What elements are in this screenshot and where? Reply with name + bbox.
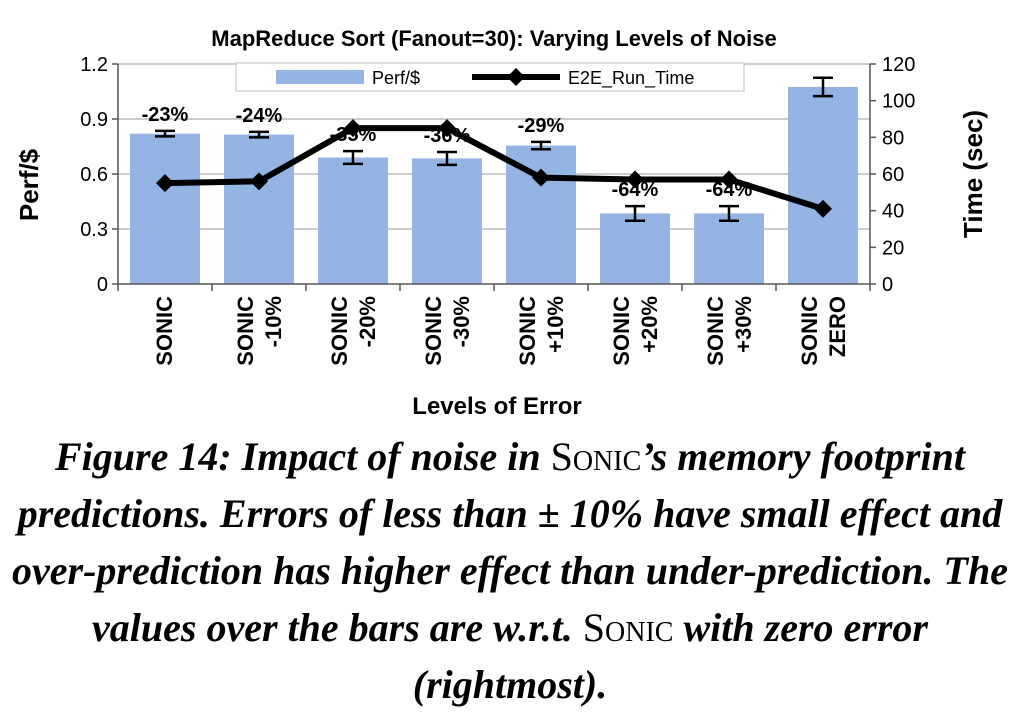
bar: [788, 86, 858, 285]
y2-tick-label: 80: [882, 127, 904, 149]
bar: [600, 213, 670, 284]
legend-swatch-perf: [276, 70, 364, 84]
y-tick-label: 0: [97, 274, 108, 296]
y-tick-label: 1.2: [80, 54, 108, 76]
x-tick-label-line: -20%: [355, 296, 380, 347]
y2-tick-label: 40: [882, 201, 904, 223]
error-bars: [155, 76, 833, 222]
caption-sonic-1: Sonic: [550, 434, 642, 479]
x-tick-label: SONIC +20%: [609, 296, 662, 366]
x-tick-label-line: SONIC: [421, 296, 446, 366]
bar-data-label: -23%: [142, 104, 189, 126]
x-tick-label-line: SONIC: [327, 296, 352, 366]
x-tick-label: SONIC -10%: [233, 296, 286, 366]
bar-data-label: -64%: [612, 179, 659, 201]
run-time-point: [626, 170, 644, 189]
x-tick-label-line: SONIC: [152, 296, 177, 366]
run-time-point: [250, 172, 268, 191]
caption-text-1: Figure 14: Impact of noise in: [55, 434, 551, 479]
x-tick-label-line: +20%: [637, 296, 662, 353]
y-tick-label: 0.9: [80, 109, 108, 131]
run-time-polyline: [164, 125, 824, 212]
y2-tick-label: 60: [882, 164, 904, 186]
y2-tick-label: 20: [882, 237, 904, 259]
run-time-point: [720, 170, 738, 189]
run-time-line: [156, 119, 832, 218]
legend-label-runtime: E2E_Run_Time: [568, 68, 694, 89]
x-tick-label: SONIC +10%: [515, 296, 568, 366]
caption-text-3: with zero error (rightmost).: [412, 605, 928, 707]
x-tick-label: SONIC ZERO: [797, 296, 850, 366]
figure-caption: Figure 14: Impact of noise in Sonic’s me…: [0, 428, 1020, 713]
bar-data-label: -35%: [330, 124, 377, 146]
caption-text-2: ’s memory footprint predictions. Errors …: [12, 434, 1008, 650]
x-tick-label-line: ZERO: [825, 296, 850, 357]
x-tick-label-line: +30%: [731, 296, 756, 353]
bars: [130, 86, 858, 285]
x-tick-label: SONIC: [152, 296, 177, 366]
bar: [694, 213, 764, 284]
y2-axis-label: Time (sec): [958, 110, 988, 238]
bar-data-label: -24%: [236, 105, 283, 127]
y2-tick-label: 100: [882, 91, 915, 113]
legend-label-perf: Perf/$: [372, 68, 420, 88]
run-time-point: [532, 168, 550, 187]
run-time-point: [156, 174, 174, 193]
x-tick-label-line: SONIC: [609, 296, 634, 366]
chart: MapReduce Sort (Fanout=30): Varying Leve…: [14, 26, 988, 420]
x-tick-label: SONIC +30%: [703, 296, 756, 366]
y-tick-label: 0.6: [80, 164, 108, 186]
bar-data-label: -64%: [706, 179, 753, 201]
x-tick-label-line: -10%: [261, 296, 286, 347]
chart-title: MapReduce Sort (Fanout=30): Varying Leve…: [211, 26, 776, 51]
x-tick-label: SONIC -20%: [327, 296, 380, 366]
legend: Perf/$ E2E_Run_Time: [235, 62, 745, 92]
y-axis-label: Perf/$: [14, 148, 44, 221]
bar-labels: -23% -24% -35% -36% -29% -64% -64%: [142, 104, 753, 201]
bar: [412, 158, 482, 284]
x-tick-label-line: SONIC: [515, 296, 540, 366]
caption-sonic-2: Sonic: [582, 605, 674, 650]
x-tick-label-line: SONIC: [233, 296, 258, 366]
run-time-point: [344, 119, 362, 138]
x-tick-label-line: SONIC: [797, 296, 822, 366]
bar: [130, 133, 200, 284]
x-tick-label-line: SONIC: [703, 296, 728, 366]
x-tick-label-line: +10%: [543, 296, 568, 353]
run-time-point: [814, 199, 832, 218]
x-axis-label: Levels of Error: [412, 393, 581, 420]
y2-tick-label: 120: [882, 54, 915, 76]
x-tick-label-line: -30%: [449, 296, 474, 347]
bar: [224, 134, 294, 284]
y-tick-label: 0.3: [80, 219, 108, 241]
run-time-point: [438, 119, 456, 138]
bar-data-label: -36%: [424, 125, 471, 147]
legend-swatch-marker: [507, 68, 525, 86]
y2-tick-label: 0: [882, 274, 893, 296]
bar: [318, 157, 388, 284]
bar-data-label: -29%: [518, 115, 565, 137]
x-tick-label: SONIC -30%: [421, 296, 474, 366]
